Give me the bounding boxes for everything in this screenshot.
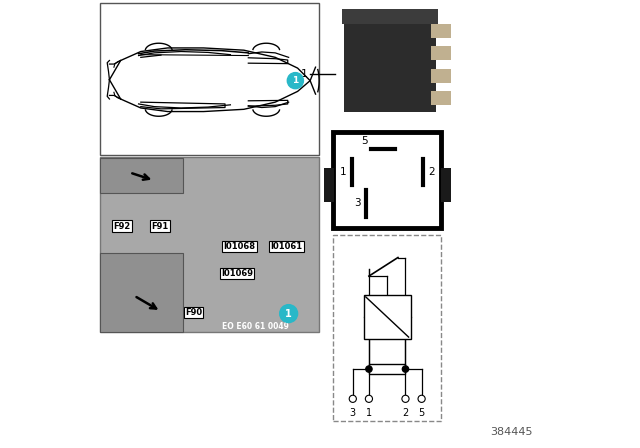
Circle shape (402, 395, 409, 402)
Text: 2: 2 (403, 408, 408, 418)
Circle shape (418, 395, 425, 402)
Bar (431, 91, 451, 105)
Text: 1: 1 (285, 309, 292, 319)
Circle shape (403, 366, 408, 372)
Text: 384445: 384445 (490, 427, 533, 437)
Bar (100, 3, 319, 155)
Text: I01069: I01069 (221, 269, 253, 278)
Text: F90: F90 (185, 308, 202, 317)
Text: 3: 3 (349, 408, 356, 418)
Bar (324, 168, 334, 202)
Bar (364, 295, 411, 339)
Text: 1: 1 (340, 167, 346, 177)
Bar (431, 24, 451, 38)
Bar (431, 69, 451, 83)
Bar (100, 253, 184, 332)
Text: I01068: I01068 (223, 242, 255, 251)
Text: F91: F91 (152, 222, 169, 231)
Text: 1: 1 (366, 408, 372, 418)
Bar (440, 168, 451, 202)
Bar (100, 157, 319, 332)
Circle shape (366, 366, 372, 372)
Circle shape (365, 395, 372, 402)
Text: F92: F92 (113, 222, 131, 231)
Bar (344, 22, 436, 112)
Bar (333, 235, 441, 421)
Text: 1: 1 (292, 76, 298, 85)
Text: 1: 1 (301, 69, 308, 79)
Bar (100, 158, 184, 193)
Text: 5: 5 (361, 136, 367, 146)
Circle shape (280, 305, 298, 323)
Bar (342, 9, 438, 24)
Bar (369, 364, 406, 375)
Bar (431, 46, 451, 60)
Text: 3: 3 (354, 198, 360, 208)
Text: I01061: I01061 (270, 242, 303, 251)
Text: 2: 2 (428, 167, 435, 177)
Circle shape (349, 395, 356, 402)
Circle shape (287, 73, 303, 89)
Bar (333, 132, 441, 228)
Text: EO E60 61 0049: EO E60 61 0049 (221, 322, 289, 331)
Text: 5: 5 (419, 408, 425, 418)
